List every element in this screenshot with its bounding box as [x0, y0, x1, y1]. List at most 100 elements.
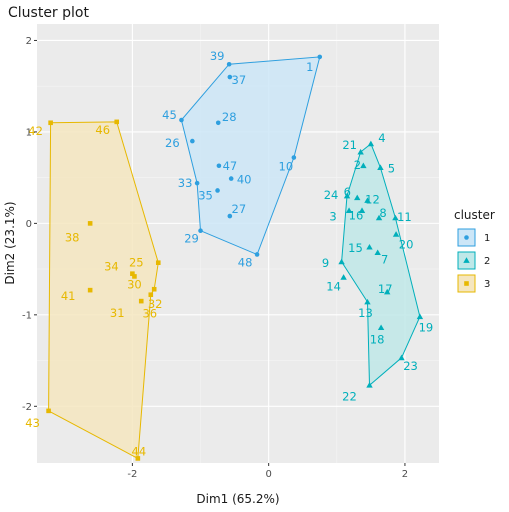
point-label: 43 — [25, 416, 40, 430]
point-label: 11 — [397, 210, 412, 224]
point-label: 17 — [378, 282, 393, 296]
data-point — [148, 292, 154, 298]
data-point — [364, 197, 371, 203]
point-label: 34 — [104, 260, 119, 274]
point-label: 23 — [403, 359, 418, 373]
point-label: 33 — [178, 176, 193, 190]
data-points — [46, 54, 424, 461]
data-point — [226, 61, 232, 67]
point-label: 45 — [162, 108, 177, 122]
y-axis-title: Dim2 (23.1%) — [3, 201, 17, 284]
point-label: 44 — [132, 444, 147, 458]
point-label: 7 — [381, 253, 388, 267]
data-point — [46, 408, 51, 414]
data-point — [215, 188, 220, 193]
data-point — [87, 287, 93, 293]
point-label: 21 — [342, 138, 357, 152]
point-label: 35 — [198, 188, 213, 202]
point-label: 32 — [148, 297, 163, 311]
data-point — [357, 148, 364, 155]
point-label: 39 — [210, 49, 225, 63]
data-point — [317, 54, 323, 60]
legend: cluster 1 2 3 — [454, 208, 495, 293]
point-label: 31 — [110, 306, 125, 320]
point-label: 30 — [127, 277, 142, 291]
point-label: 16 — [349, 209, 364, 223]
data-point — [198, 228, 203, 233]
data-point — [366, 243, 373, 250]
point-label: 8 — [379, 206, 386, 220]
data-point — [375, 214, 383, 221]
data-point — [377, 324, 385, 331]
point-label: 29 — [184, 232, 199, 246]
data-point — [151, 286, 157, 292]
data-point — [138, 298, 144, 304]
legend-key-marker — [464, 235, 469, 240]
data-point — [367, 140, 375, 147]
point-label: 46 — [95, 123, 110, 137]
legend-entry-label: 3 — [484, 279, 490, 290]
data-point — [114, 119, 120, 125]
point-label: 20 — [399, 237, 414, 251]
point-label: 42 — [28, 124, 43, 138]
data-point — [135, 456, 141, 461]
x-tick-label: 0 — [265, 469, 271, 480]
data-point — [354, 194, 361, 201]
point-label: 18 — [370, 333, 385, 347]
point-label: 9 — [322, 256, 329, 270]
legend-title: cluster — [454, 208, 495, 222]
data-point — [228, 176, 234, 181]
y-tick-label: -2 — [22, 402, 32, 413]
point-label: 25 — [129, 256, 144, 270]
data-point — [130, 271, 135, 276]
data-point — [254, 252, 260, 257]
x-axis-title: Dim1 (65.2%) — [196, 492, 279, 506]
point-label: 5 — [388, 162, 395, 176]
point-label: 48 — [238, 255, 253, 269]
point-label: 19 — [419, 321, 434, 335]
point-label: 10 — [279, 160, 294, 174]
y-tick-label: -1 — [22, 310, 32, 321]
data-point — [179, 117, 184, 123]
data-point — [366, 382, 373, 388]
data-point — [190, 138, 195, 144]
point-label: 6 — [344, 185, 351, 199]
point-label: 28 — [222, 110, 237, 124]
point-label: 4 — [378, 131, 385, 145]
data-point — [48, 120, 53, 126]
data-point — [227, 213, 233, 219]
y-tick-label: 1 — [26, 127, 32, 138]
data-point — [377, 164, 384, 170]
data-point — [291, 155, 297, 160]
legend-key-marker — [464, 281, 469, 286]
chart-title: Cluster plot — [8, 5, 89, 21]
cluster-hull-1 — [180, 56, 321, 256]
cluster-hulls — [48, 56, 421, 460]
point-label: 22 — [342, 389, 357, 403]
point-label: 12 — [365, 193, 380, 207]
data-point — [338, 258, 345, 265]
data-point — [392, 231, 400, 237]
point-label: 41 — [61, 289, 76, 303]
point-label: 40 — [237, 173, 252, 187]
point-label: 14 — [326, 279, 341, 293]
point-label: 2 — [354, 158, 361, 172]
data-point — [216, 163, 222, 169]
point-label: 47 — [223, 159, 238, 173]
data-point — [87, 221, 93, 226]
data-point — [345, 207, 353, 213]
y-tick-label: 2 — [26, 36, 32, 47]
legend-key-marker — [463, 257, 470, 263]
data-point — [416, 313, 424, 320]
point-label: 24 — [324, 188, 339, 202]
point-label: 1 — [306, 60, 313, 74]
data-point — [340, 274, 347, 280]
point-label: 36 — [142, 307, 157, 321]
data-point — [360, 162, 367, 169]
legend-entry-label: 2 — [484, 256, 490, 267]
point-label: 15 — [348, 241, 363, 255]
data-point — [155, 260, 161, 266]
